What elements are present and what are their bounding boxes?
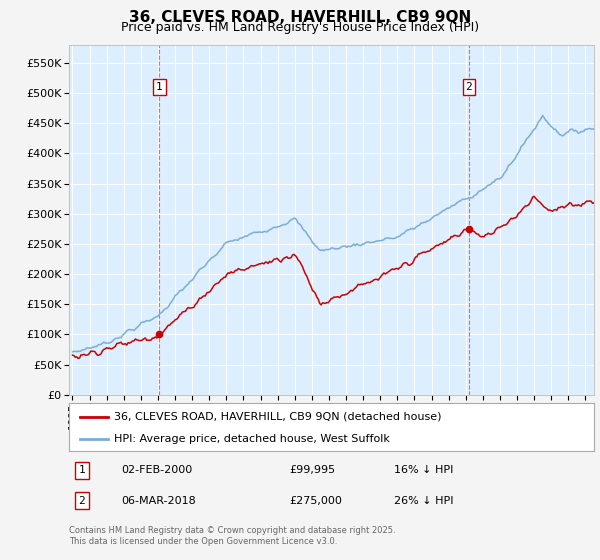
Text: £99,995: £99,995	[290, 465, 335, 475]
Text: 36, CLEVES ROAD, HAVERHILL, CB9 9QN (detached house): 36, CLEVES ROAD, HAVERHILL, CB9 9QN (det…	[113, 412, 441, 422]
Text: HPI: Average price, detached house, West Suffolk: HPI: Average price, detached house, West…	[113, 434, 389, 444]
Text: 2: 2	[466, 82, 472, 92]
Text: Contains HM Land Registry data © Crown copyright and database right 2025.
This d: Contains HM Land Registry data © Crown c…	[69, 526, 395, 546]
Text: £275,000: £275,000	[290, 496, 343, 506]
Text: 06-MAR-2018: 06-MAR-2018	[121, 496, 196, 506]
Text: Price paid vs. HM Land Registry's House Price Index (HPI): Price paid vs. HM Land Registry's House …	[121, 21, 479, 34]
Text: 1: 1	[156, 82, 163, 92]
Text: 16% ↓ HPI: 16% ↓ HPI	[395, 465, 454, 475]
Text: 1: 1	[79, 465, 85, 475]
Text: 02-FEB-2000: 02-FEB-2000	[121, 465, 193, 475]
Text: 2: 2	[79, 496, 85, 506]
Text: 36, CLEVES ROAD, HAVERHILL, CB9 9QN: 36, CLEVES ROAD, HAVERHILL, CB9 9QN	[129, 10, 471, 25]
Text: 26% ↓ HPI: 26% ↓ HPI	[395, 496, 454, 506]
